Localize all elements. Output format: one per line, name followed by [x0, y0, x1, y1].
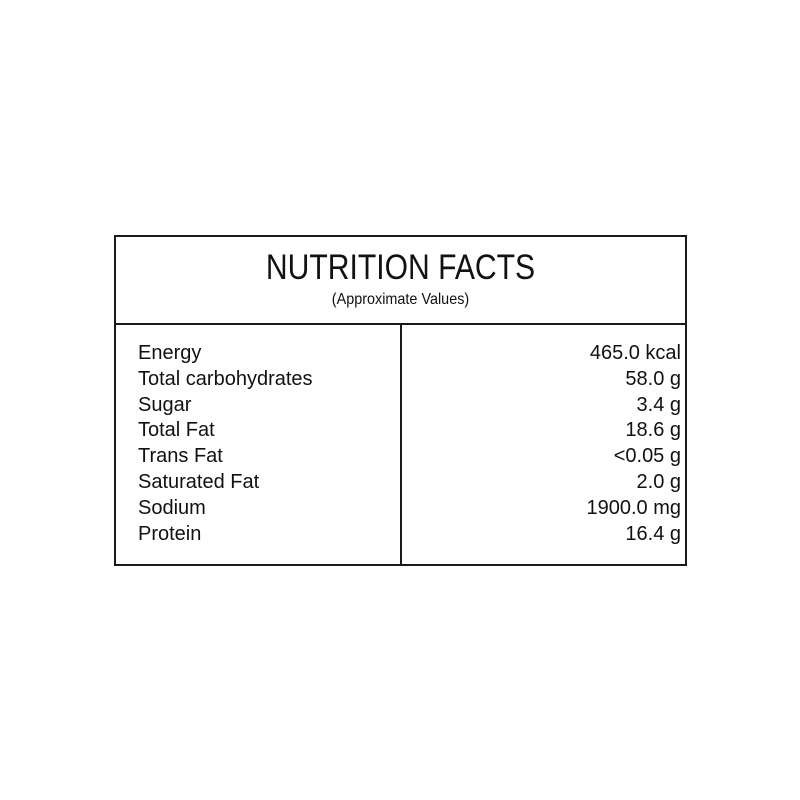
nutrient-values: 465.0 kcal 58.0 g 3.4 g 18.6 g <0.05 g 2… [586, 341, 681, 547]
nutrient-label: Sodium [138, 496, 206, 519]
nutrient-label: Total carbohydrates [138, 367, 313, 390]
nutrient-value: 1900.0 mg [586, 496, 681, 519]
nutrition-facts-table: NUTRITION FACTS (Approximate Values) Ene… [114, 235, 687, 566]
nutrient-label: Protein [138, 522, 202, 545]
title: NUTRITION FACTS [265, 248, 536, 287]
table-header: NUTRITION FACTS (Approximate Values) [116, 237, 685, 325]
column-divider [400, 325, 402, 564]
nutrient-value: 465.0 kcal [589, 342, 681, 364]
nutrient-value: 16.4 g [625, 522, 681, 545]
nutrient-label: Saturated Fat [138, 470, 260, 493]
nutrient-label: Total Fat [138, 419, 215, 442]
nutrient-label: Sugar [138, 393, 192, 416]
nutrient-value: 3.4 g [636, 393, 681, 416]
nutrient-value: 2.0 g [636, 470, 681, 493]
nutrient-value: 58.0 g [625, 367, 681, 390]
nutrient-label: Trans Fat [138, 445, 223, 468]
subtitle: (Approximate Values) [331, 291, 470, 308]
nutrient-value: <0.05 g [613, 445, 681, 468]
nutrient-label: Energy [138, 342, 202, 364]
nutrient-labels: Energy Total carbohydrates Sugar Total F… [138, 341, 313, 547]
nutrient-value: 18.6 g [625, 419, 681, 442]
